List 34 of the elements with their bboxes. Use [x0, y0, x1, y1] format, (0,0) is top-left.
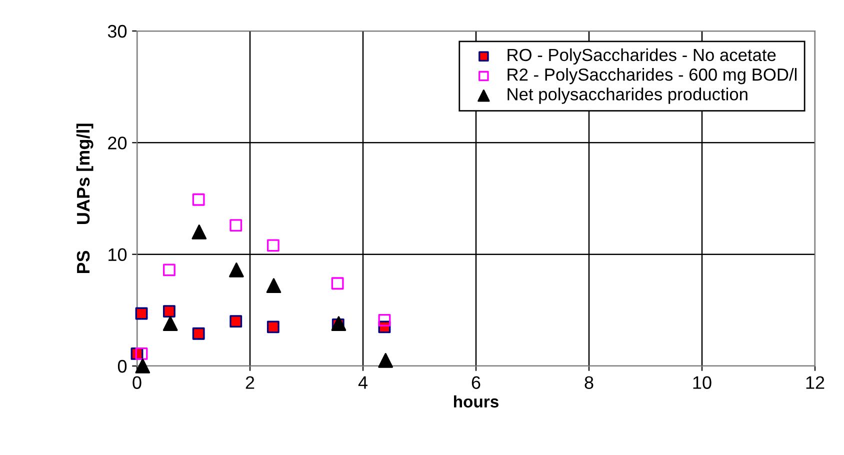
point [230, 219, 242, 232]
point [378, 352, 394, 368]
point [266, 320, 280, 334]
y-axis-title: PS UAPs [mg/l] [76, 124, 94, 274]
x-tick-label: 10 [693, 376, 712, 389]
point [162, 305, 176, 318]
y-tick-label: 10 [108, 248, 127, 262]
x-tick-label: 2 [246, 376, 254, 389]
x-tick-label: 4 [358, 376, 368, 389]
point [266, 239, 280, 252]
x-tick-label: 8 [584, 376, 594, 389]
point [192, 193, 205, 206]
legend-label: RO - PolySaccharides - No acetate [508, 48, 776, 65]
y-tick-label: 0 [118, 360, 127, 373]
point [331, 277, 344, 290]
y-tick-label: 20 [108, 136, 127, 150]
legend-label: R2 - PolySaccharides - 600 mg BOD/l [508, 68, 796, 84]
point [135, 348, 148, 360]
point [162, 316, 178, 331]
point [378, 314, 391, 326]
point [230, 315, 242, 328]
point [135, 358, 150, 374]
y-tick-label: 30 [108, 24, 127, 38]
x-tick-label: 0 [132, 376, 142, 389]
point [266, 278, 282, 294]
x-tick-label: 6 [472, 376, 480, 389]
point [229, 262, 244, 278]
point [162, 264, 176, 276]
x-axis-title: hours [454, 395, 498, 408]
x-tick-label: 12 [806, 376, 824, 389]
point [135, 307, 148, 320]
point [192, 327, 205, 340]
point [192, 224, 207, 240]
legend-label: Net polysaccharides production [508, 88, 748, 104]
